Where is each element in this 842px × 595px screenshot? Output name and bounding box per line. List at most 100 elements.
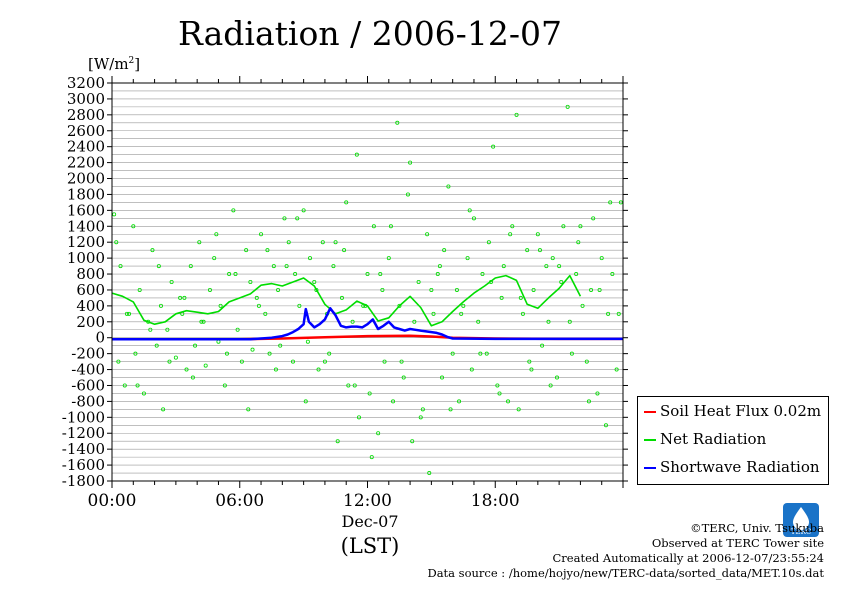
net-radiation-point xyxy=(418,415,423,420)
net-radiation-point xyxy=(199,319,204,324)
net-radiation-point xyxy=(529,367,534,372)
net-radiation-point xyxy=(248,279,253,284)
net-radiation-point xyxy=(378,272,383,277)
net-radiation-point xyxy=(599,256,604,261)
net-radiation-point xyxy=(316,367,321,372)
net-radiation-point xyxy=(284,264,289,269)
net-radiation-point xyxy=(446,184,451,189)
y-tick-label: -1000 xyxy=(62,408,105,426)
net-radiation-point xyxy=(122,383,127,388)
net-radiation-point xyxy=(537,248,542,253)
net-radiation-point xyxy=(127,311,132,316)
net-radiation-point xyxy=(227,272,232,277)
created-text: Created Automatically at 2006-12-07/23:5… xyxy=(552,551,825,565)
net-radiation-point xyxy=(190,375,195,380)
net-radiation-point xyxy=(454,287,459,292)
net-radiation-point xyxy=(184,367,189,372)
grid-lines xyxy=(112,82,623,482)
y-tick-label: 1000 xyxy=(67,249,105,267)
y-tick-label: 1800 xyxy=(67,185,105,203)
net-radiation-point xyxy=(148,327,153,332)
net-radiation-point xyxy=(207,287,212,292)
net-radiation-point xyxy=(133,351,138,356)
net-radiation-point xyxy=(376,431,381,436)
net-radiation-point xyxy=(557,264,562,269)
net-radiation-point xyxy=(508,232,513,237)
y-tick-label: -1600 xyxy=(62,456,105,474)
net-radiation-point xyxy=(461,303,466,308)
net-radiation-point xyxy=(312,279,317,284)
net-radiation-point xyxy=(478,351,483,356)
net-radiation-point xyxy=(459,311,464,316)
net-radiation-line xyxy=(111,274,582,327)
net-radiation-point xyxy=(584,359,589,364)
unit-text: [W/m xyxy=(88,55,129,73)
net-radiation-point xyxy=(399,359,404,364)
net-radiation-point xyxy=(112,212,117,217)
net-radiation-point xyxy=(606,311,611,316)
net-radiation-point xyxy=(535,232,540,237)
net-radiation-point xyxy=(591,216,596,221)
net-radiation-point xyxy=(397,303,402,308)
net-radiation-point xyxy=(380,287,385,292)
y-tick-label: 2400 xyxy=(67,138,105,156)
legend-label-shortwave: Shortwave Radiation xyxy=(660,458,820,476)
net-radiation-point xyxy=(293,272,298,277)
net-radiation-point xyxy=(554,375,559,380)
legend-label-soil: Soil Heat Flux 0.02m xyxy=(660,402,822,420)
net-radiation-point xyxy=(440,375,445,380)
net-radiation-point xyxy=(595,391,600,396)
chart-title: Radiation / 2006-12-07 xyxy=(178,14,562,53)
net-radiation-point xyxy=(216,339,221,344)
net-radiation-point xyxy=(367,391,372,396)
net-radiation-point xyxy=(256,303,261,308)
net-radiation-point xyxy=(259,232,264,237)
net-radiation-point xyxy=(295,216,300,221)
unit-superscript: 2 xyxy=(128,56,135,66)
net-radiation-point xyxy=(158,303,163,308)
net-radiation-point xyxy=(114,240,119,245)
footer-credits: ©TERC, Univ. Tsukuba Observed at TERC To… xyxy=(427,521,824,581)
net-radiation-point xyxy=(354,152,359,157)
y-axis-unit: [W/m2] xyxy=(88,55,140,73)
net-radiation-point xyxy=(501,264,506,269)
net-radiation-point xyxy=(365,272,370,277)
net-radiation-point xyxy=(484,351,489,356)
net-radiation-point xyxy=(559,279,564,284)
net-radiation-point xyxy=(567,319,572,324)
net-radiation-point xyxy=(561,224,566,229)
net-radiation-point xyxy=(369,455,374,460)
net-radiation-point xyxy=(471,216,476,221)
net-radiation-point xyxy=(427,471,432,476)
net-radiation-scatter xyxy=(112,104,623,476)
net-radiation-point xyxy=(339,295,344,300)
net-radiation-point xyxy=(405,192,410,197)
x-tick-label: 06:00 xyxy=(215,491,264,511)
plot-frame xyxy=(111,82,624,482)
net-radiation-point xyxy=(137,287,142,292)
legend-label-net: Net Radiation xyxy=(660,430,767,448)
y-tick-label: 2200 xyxy=(67,154,105,172)
net-radiation-point xyxy=(352,383,357,388)
net-radiation-point xyxy=(165,327,170,332)
net-radiation-point xyxy=(346,383,351,388)
legend-swatch-shortwave xyxy=(644,467,656,469)
net-radiation-point xyxy=(386,256,391,261)
net-radiation-point xyxy=(527,359,532,364)
net-radiation-point xyxy=(431,311,436,316)
net-radiation-point xyxy=(169,279,174,284)
net-radiation-point xyxy=(197,240,202,245)
net-radiation-point xyxy=(333,240,338,245)
net-radiation-point xyxy=(586,399,591,404)
net-radiation-point xyxy=(218,303,223,308)
y-tick-label: 600 xyxy=(76,281,105,299)
net-radiation-point xyxy=(450,351,455,356)
net-radiation-point xyxy=(382,359,387,364)
net-radiation-point xyxy=(574,272,579,277)
net-radiation-point xyxy=(141,391,146,396)
net-radiation-point xyxy=(263,311,268,316)
y-tick-label: -600 xyxy=(71,376,105,394)
logo-text: TERC xyxy=(791,528,811,536)
x-tick-label: 12:00 xyxy=(343,491,392,511)
